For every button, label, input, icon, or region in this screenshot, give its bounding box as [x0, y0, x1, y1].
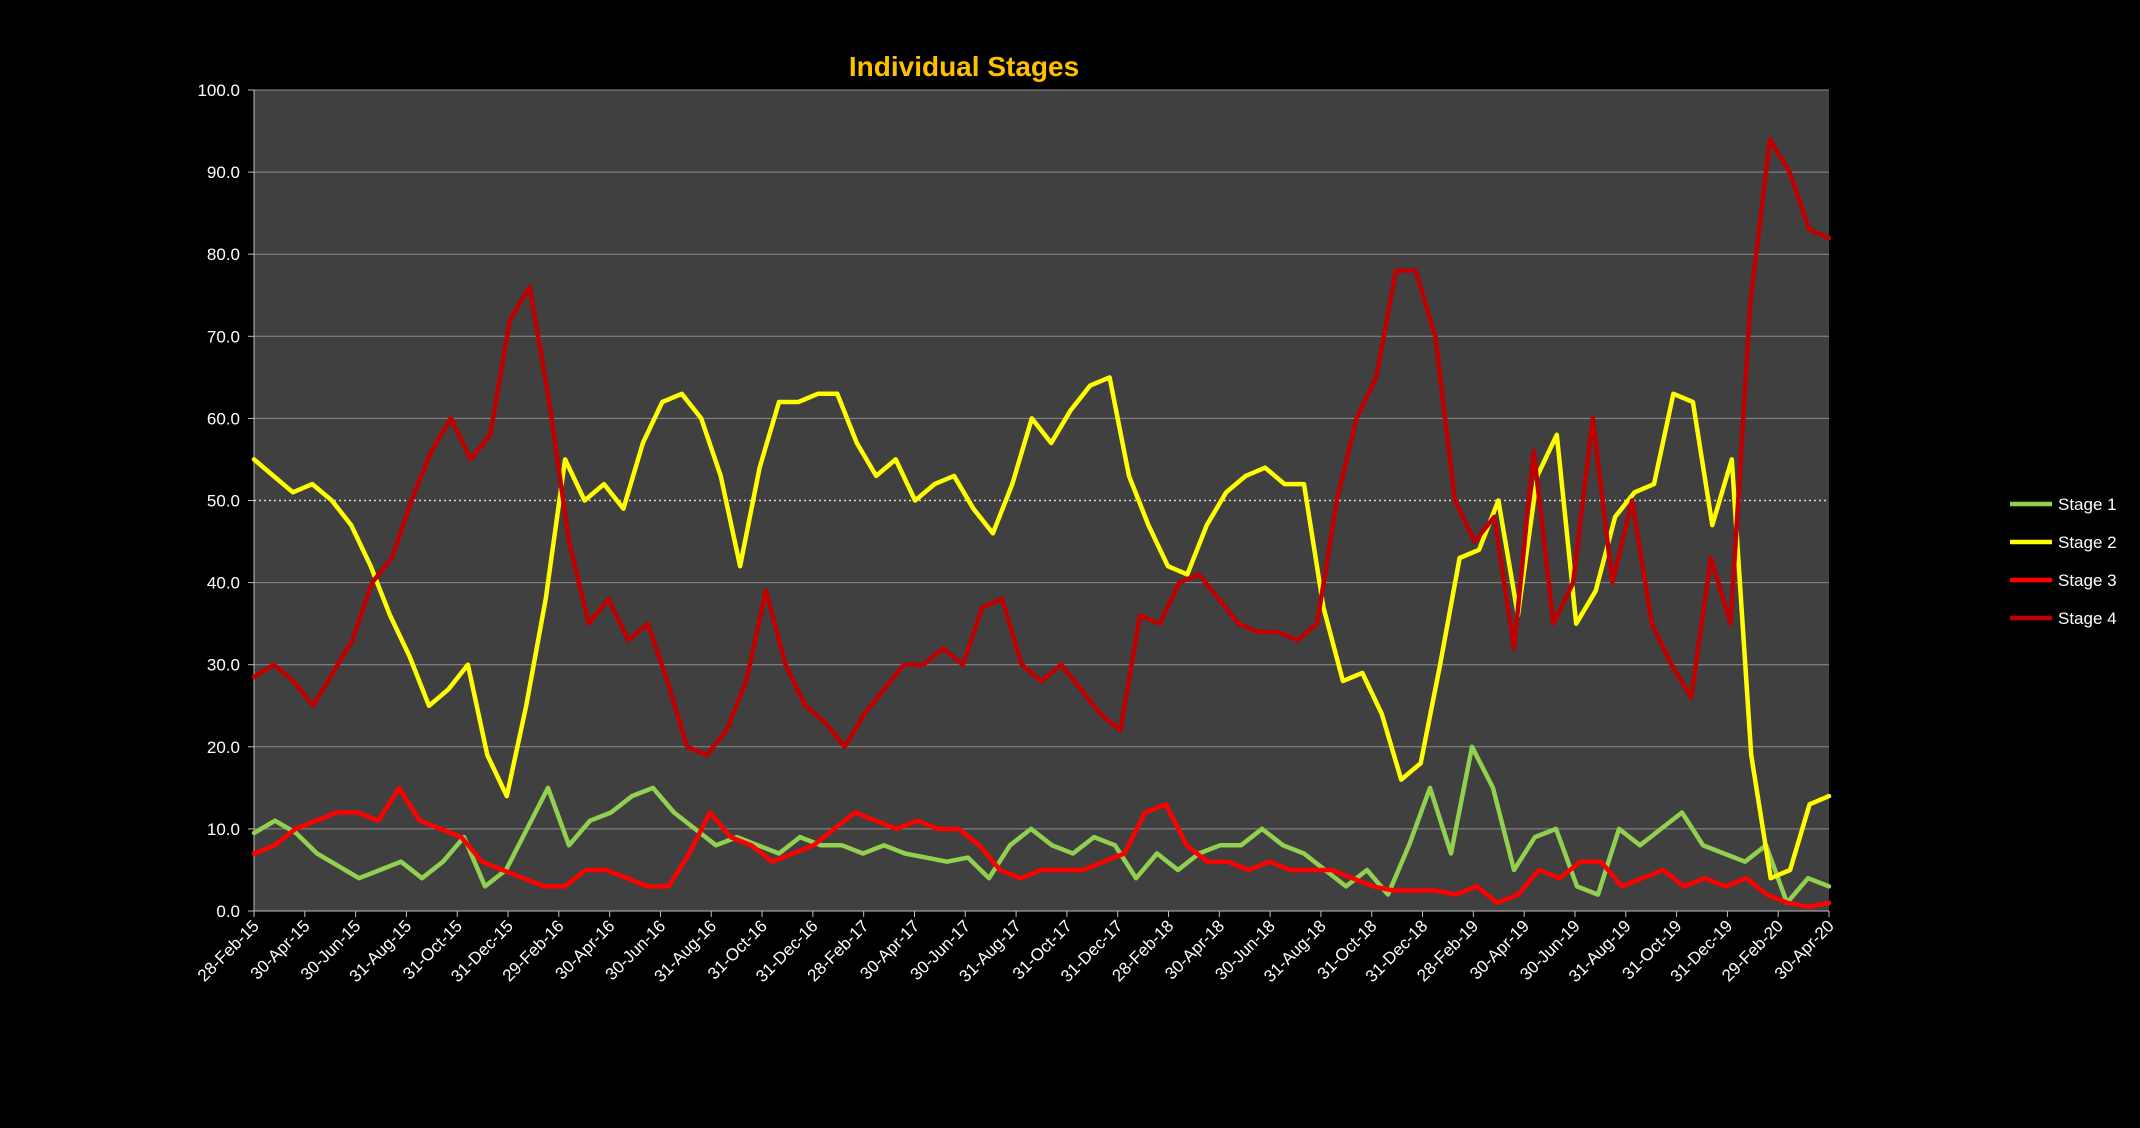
legend-label-stage-2: Stage 2 — [2058, 533, 2117, 552]
y-tick-label: 80.0 — [207, 245, 240, 264]
gridlines — [254, 89, 1829, 912]
y-axis: 0.0 10.0 20.0 30.0 40.0 50.0 60.0 70.0 80.0 90.0 1… — [197, 81, 255, 921]
legend: Stage 1 Stage 2 Stage 3 Stage 4 — [2010, 495, 2117, 628]
series-lines — [251, 137, 1832, 910]
y-tick-label: 40.0 — [207, 574, 240, 593]
y-tick-label: 50.0 — [207, 492, 240, 511]
legend-label-stage-4: Stage 4 — [2058, 609, 2117, 628]
series-line-stage-2 — [251, 375, 1832, 881]
chart-title: Individual Stages — [849, 51, 1079, 82]
y-tick-label: 60.0 — [207, 409, 240, 428]
y-tick-label: 90.0 — [207, 163, 240, 182]
legend-label-stage-3: Stage 3 — [2058, 571, 2117, 590]
y-tick-label: 0.0 — [216, 902, 240, 921]
y-tick-label: 20.0 — [207, 738, 240, 757]
plot-area — [254, 90, 1829, 911]
y-tick-label: 70.0 — [207, 327, 240, 346]
y-tick-label: 10.0 — [207, 820, 240, 839]
y-tick-label: 30.0 — [207, 656, 240, 675]
series-line-stage-3 — [251, 785, 1832, 910]
series-line-stage-4 — [251, 137, 1832, 758]
y-tick-label: 100.0 — [197, 81, 240, 100]
series-line-stage-1 — [251, 744, 1832, 906]
legend-label-stage-1: Stage 1 — [2058, 495, 2117, 514]
